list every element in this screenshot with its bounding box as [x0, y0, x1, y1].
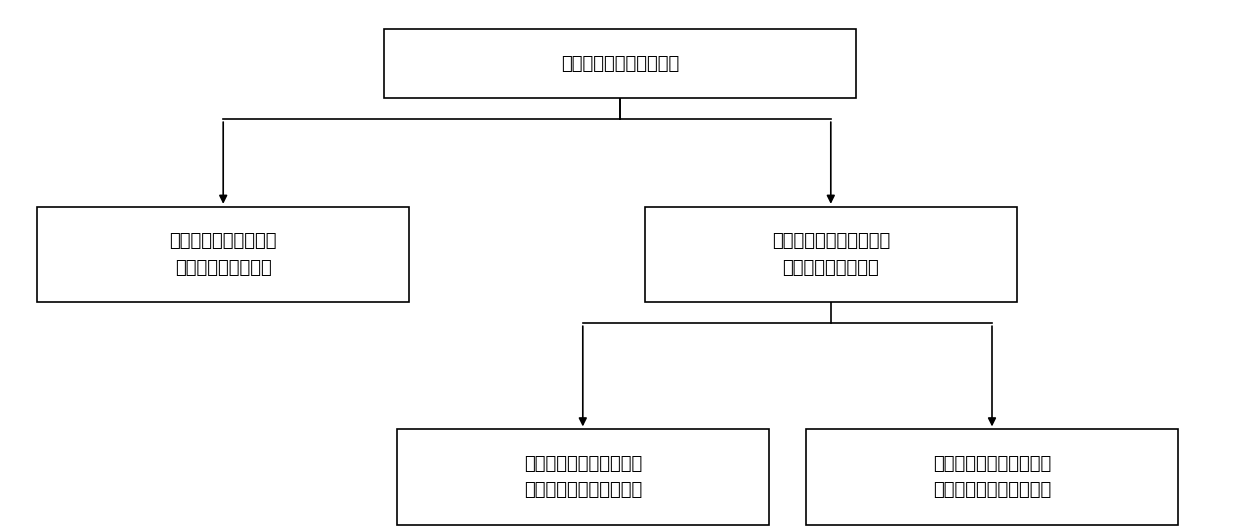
Text: 根据方向盘转角小于零，
确定车辆为向右转向行驶: 根据方向盘转角小于零， 确定车辆为向右转向行驶	[932, 455, 1052, 499]
FancyBboxPatch shape	[37, 207, 409, 302]
Text: 根据方向盘转角不为零，
确定车辆为转向行驶: 根据方向盘转角不为零， 确定车辆为转向行驶	[771, 232, 890, 277]
FancyBboxPatch shape	[806, 429, 1178, 525]
FancyBboxPatch shape	[384, 29, 856, 98]
FancyBboxPatch shape	[397, 429, 769, 525]
FancyBboxPatch shape	[645, 207, 1017, 302]
Text: 根据方向盘转角为零，
确定车辆为直线行驶: 根据方向盘转角为零， 确定车辆为直线行驶	[170, 232, 277, 277]
Text: 根据方向盘转角大于零，
确定车辆为向左转向行驶: 根据方向盘转角大于零， 确定车辆为向左转向行驶	[523, 455, 642, 499]
Text: 判断方向盘转角是否为零: 判断方向盘转角是否为零	[560, 55, 680, 73]
